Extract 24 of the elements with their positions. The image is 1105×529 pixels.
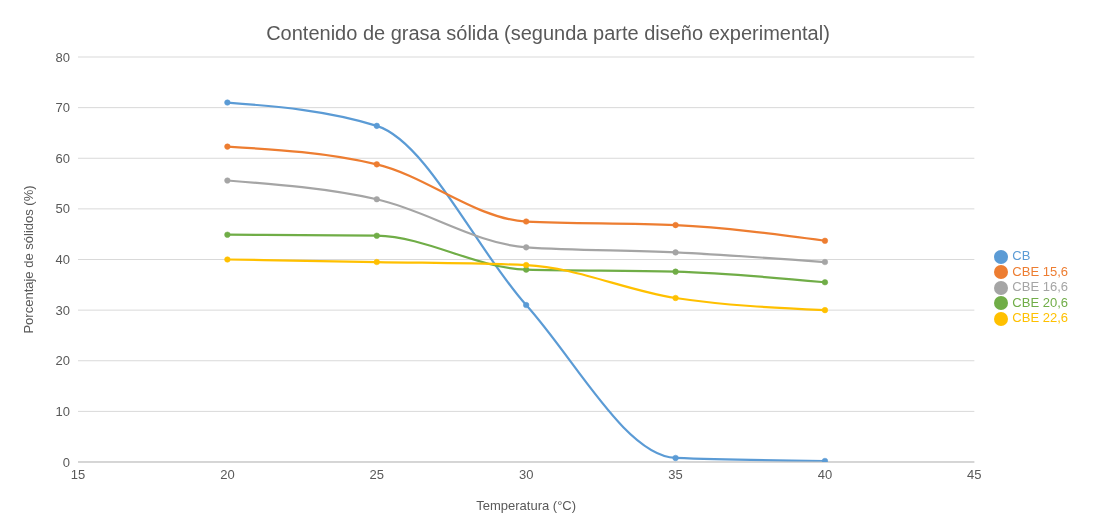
y-tick-label: 50 — [55, 201, 70, 217]
legend-label: CBE 20,6 — [1012, 294, 1068, 310]
x-tick-label: 15 — [70, 467, 86, 483]
legend-label: CBE 15,6 — [1012, 263, 1068, 279]
x-tick-label: 35 — [668, 467, 683, 483]
y-tick-label: 70 — [55, 100, 70, 116]
x-tick-label: 20 — [220, 467, 235, 483]
legend-label: CBE 22,6 — [1012, 310, 1068, 326]
y-tick-label: 0 — [62, 454, 70, 470]
y-tick-label: 20 — [55, 353, 70, 369]
y-tick-label: 60 — [55, 150, 70, 166]
y-tick-label: 30 — [55, 302, 70, 318]
x-tick-label: 25 — [369, 467, 385, 483]
x-tick-label: 30 — [518, 467, 534, 483]
y-axis-title: Porcentaje de sólidos (%) — [20, 185, 36, 334]
legend-label: CB — [1012, 248, 1031, 264]
legend-label: CBE 16,6 — [1012, 279, 1068, 295]
y-tick-label: 10 — [55, 403, 70, 419]
chart-title: Contenido de grasa sólida (segunda parte diseño experimental) — [266, 22, 830, 44]
x-tick-label: 40 — [817, 467, 833, 483]
x-axis-title: Temperatura (°C) — [476, 498, 577, 513]
y-tick-label: 40 — [55, 252, 70, 268]
x-tick-label: 45 — [967, 467, 982, 483]
y-tick-label: 80 — [55, 49, 70, 65]
